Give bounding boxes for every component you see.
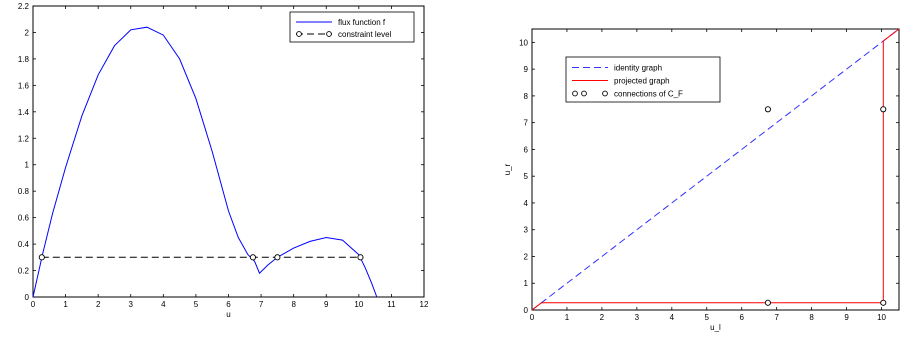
- x-tick-label: 2: [96, 300, 101, 309]
- series-line-0: [32, 26, 378, 298]
- x-tick-label: 4: [161, 300, 166, 309]
- y-tick-label: 8: [524, 92, 529, 101]
- x-tick-label: 1: [565, 313, 570, 322]
- x-tick-label: 9: [324, 300, 329, 309]
- x-tick-label: 6: [739, 313, 744, 322]
- y-axis-label: u_r: [503, 163, 512, 175]
- series-line-0: [531, 28, 900, 311]
- data-point-marker: [274, 254, 281, 261]
- x-tick-label: 1: [63, 300, 68, 309]
- legend-label: constraint level: [338, 30, 392, 39]
- x-axis-label: u_l: [710, 323, 721, 332]
- y-tick-label: 1.2: [18, 134, 30, 143]
- y-tick-label: 1.6: [18, 81, 30, 90]
- y-tick-label: 1: [25, 161, 30, 170]
- y-tick-label: 1.8: [18, 55, 30, 64]
- data-point-marker: [764, 106, 771, 113]
- legend-marker: [602, 90, 608, 97]
- plot-frame: [531, 28, 900, 311]
- x-tick-label: 11: [387, 300, 396, 309]
- data-point-marker: [880, 299, 887, 306]
- legend-box: [565, 56, 721, 103]
- x-tick-label: 5: [194, 300, 199, 309]
- plot-frame: [32, 5, 425, 298]
- legend-marker: [326, 31, 332, 37]
- x-tick-label: 8: [291, 300, 296, 309]
- legend-label: flux function f: [338, 18, 386, 27]
- y-tick-label: 4: [524, 199, 529, 208]
- legend-box: [289, 11, 415, 43]
- y-tick-label: 0.4: [18, 240, 30, 249]
- x-tick-label: 5: [705, 313, 710, 322]
- data-point-marker: [38, 254, 45, 261]
- y-tick-label: 0.6: [18, 214, 30, 223]
- data-point-marker: [249, 254, 256, 261]
- x-tick-label: 3: [129, 300, 134, 309]
- y-tick-label: 9: [524, 65, 529, 74]
- x-tick-label: 10: [877, 313, 886, 322]
- x-tick-label: 7: [774, 313, 779, 322]
- data-point-marker: [880, 106, 887, 113]
- legend-label: connections of C_F: [614, 90, 683, 99]
- x-tick-label: 8: [809, 313, 814, 322]
- x-tick-label: 10: [354, 300, 363, 309]
- y-tick-label: 10: [519, 38, 528, 47]
- flux-function-chart: 0 1 2 3 4 5 6 7 8 9 10 11 1200.20.40.60.811.21.41.61…: [18, 2, 429, 319]
- y-tick-label: 2: [25, 28, 30, 37]
- x-tick-label: 2: [600, 313, 605, 322]
- y-tick-label: 1: [524, 279, 529, 288]
- y-tick-label: 5: [524, 172, 529, 181]
- x-axis-label: u: [226, 310, 230, 319]
- legend-marker: [572, 90, 578, 97]
- legend-marker: [296, 31, 302, 37]
- projected-graph-chart: 0 1 2 3 4 5 6 7 8 9 10 0 1 2 3 4 5 6 7 8 9 10 u_l u_r identity g…: [503, 28, 900, 332]
- y-tick-label: 0: [524, 306, 529, 315]
- y-tick-label: 1.4: [18, 108, 30, 117]
- legend-marker: [581, 90, 587, 97]
- x-tick-label: 7: [259, 300, 264, 309]
- x-tick-label: 4: [670, 313, 675, 322]
- y-tick-label: 6: [524, 145, 529, 154]
- data-point-marker: [764, 299, 771, 306]
- y-tick-label: 7: [524, 119, 529, 128]
- y-tick-label: 3: [524, 226, 529, 235]
- y-tick-label: 0.2: [18, 267, 30, 276]
- x-tick-label: 9: [844, 313, 849, 322]
- y-tick-label: 2.2: [18, 2, 30, 11]
- y-tick-label: 2: [524, 252, 529, 261]
- legend-label: identity graph: [614, 64, 662, 73]
- legend-label: projected graph: [614, 77, 670, 86]
- y-tick-label: 0: [25, 293, 30, 302]
- x-tick-label: 6: [226, 300, 231, 309]
- y-tick-label: 0.8: [18, 187, 30, 196]
- data-point-marker: [357, 254, 364, 261]
- x-tick-label: 12: [420, 300, 429, 309]
- x-tick-label: 0: [530, 313, 535, 322]
- x-tick-label: 0: [31, 300, 36, 309]
- x-tick-label: 3: [635, 313, 640, 322]
